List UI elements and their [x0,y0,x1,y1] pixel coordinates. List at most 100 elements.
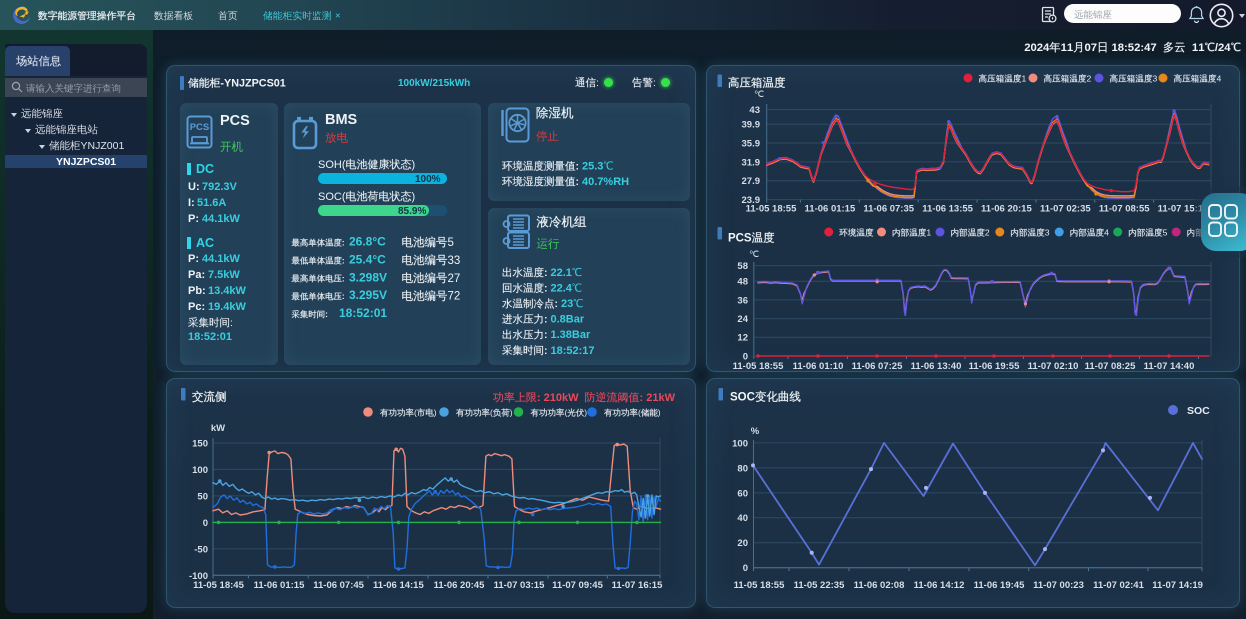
svg-text:22.4: 22.4 [551,283,573,295]
svg-text:11-06 01:15: 11-06 01:15 [254,580,305,591]
svg-text:40.7%RH: 40.7%RH [582,176,629,188]
svg-text:SOC(: SOC( [318,191,346,203]
svg-text:23: 23 [561,298,573,310]
svg-text:11-06 07:35: 11-06 07:35 [863,204,914,215]
svg-text:4: 4 [1104,228,1109,238]
svg-text:SOC: SOC [1187,405,1210,417]
svg-text:2: 2 [985,228,990,238]
svg-text:℃: ℃ [749,249,759,259]
svg-text:80: 80 [737,463,748,474]
svg-text:(: ( [638,408,641,418]
svg-text:48: 48 [737,277,748,288]
svg-text:5: 5 [448,237,454,249]
svg-text:27: 27 [448,273,461,285]
svg-text:2024: 2024 [1024,42,1050,54]
svg-text:0: 0 [743,351,748,362]
svg-text::: : [555,298,559,310]
svg-text:): ) [584,408,587,418]
svg-text::: : [653,77,656,89]
svg-text:35.9: 35.9 [742,138,761,149]
svg-text:11-06 13:40: 11-06 13:40 [911,361,962,372]
svg-text:25.4°C: 25.4°C [349,252,386,266]
svg-text:11-05 18:45: 11-05 18:45 [193,580,244,591]
svg-text:: 21kW: : 21kW [640,392,676,404]
svg-text:PCS: PCS [190,122,210,133]
svg-text:11-06 07:25: 11-06 07:25 [852,361,903,372]
svg-text:3.298V: 3.298V [349,270,387,284]
svg-text:11-06 01:15: 11-06 01:15 [805,204,856,215]
svg-text:22.1: 22.1 [551,267,572,279]
svg-text:SOH(: SOH( [318,159,346,171]
svg-text:43: 43 [749,105,760,116]
svg-text:11-05 18:55: 11-05 18:55 [746,204,797,215]
svg-text:4: 4 [1217,74,1222,84]
svg-text:11-05 22:35: 11-05 22:35 [794,580,845,591]
svg-text:1: 1 [926,228,931,238]
svg-text:11-07 14:19: 11-07 14:19 [1152,580,1203,591]
svg-text:11: 11 [1192,42,1205,54]
svg-text::: : [596,77,599,89]
svg-text:11-07 02:41: 11-07 02:41 [1093,580,1144,591]
svg-text:0: 0 [743,563,748,574]
svg-text:): ) [510,408,513,418]
svg-text::: : [544,345,548,357]
svg-text:11-06 02:08: 11-06 02:08 [854,580,905,591]
svg-text:): ) [434,408,437,418]
svg-text:: 210kW: : 210kW [537,392,579,404]
svg-text:3.295V: 3.295V [349,288,387,302]
svg-text:150: 150 [192,438,208,449]
svg-text:60: 60 [737,488,748,499]
svg-text:36: 36 [737,295,748,306]
svg-text::: : [544,314,548,326]
svg-text::: : [342,273,345,283]
svg-text:11-07 16:15: 11-07 16:15 [612,580,663,591]
svg-text:11: 11 [1061,42,1074,54]
svg-text:100: 100 [192,465,208,476]
svg-text:18:52:17: 18:52:17 [551,345,595,357]
svg-text:11-06 20:45: 11-06 20:45 [434,580,485,591]
svg-text:-50: -50 [194,544,208,555]
svg-text:5: 5 [1163,228,1168,238]
svg-text:%: % [751,426,760,437]
svg-text:50: 50 [197,491,208,502]
svg-text:11-06 14:12: 11-06 14:12 [914,580,965,591]
svg-text:0.8Bar: 0.8Bar [551,314,585,326]
svg-text:11-07 08:25: 11-07 08:25 [1085,361,1136,372]
svg-text:): ) [412,191,416,203]
svg-text:25.3: 25.3 [582,161,603,173]
svg-text:/24: /24 [1215,42,1231,54]
svg-text::: : [325,309,328,319]
svg-text:72: 72 [448,291,461,303]
svg-text:23.9: 23.9 [742,195,761,206]
svg-text:12: 12 [737,333,748,344]
svg-text::: : [544,283,548,295]
svg-text:11-06 01:10: 11-06 01:10 [793,361,844,372]
svg-text:11-07 02:10: 11-07 02:10 [1028,361,1079,372]
svg-text:40: 40 [737,513,748,524]
svg-text:3: 3 [1045,228,1050,238]
svg-text:11-07 03:15: 11-07 03:15 [494,580,545,591]
svg-text:1: 1 [1022,74,1027,84]
svg-text:YNJZ001: YNJZ001 [81,140,125,152]
svg-text:×: × [335,11,341,22]
svg-text:-YNJZPCS01: -YNJZPCS01 [220,78,285,90]
svg-text:11-05 18:55: 11-05 18:55 [734,580,785,591]
svg-text:39.9: 39.9 [742,120,761,131]
svg-text:11-07 08:55: 11-07 08:55 [1099,204,1150,215]
svg-text:20: 20 [737,538,748,549]
svg-text::: : [342,238,345,248]
svg-text:11-06 19:45: 11-06 19:45 [974,580,1025,591]
svg-text:27.9: 27.9 [742,176,761,187]
svg-text:1.38Bar: 1.38Bar [551,329,591,341]
svg-text:11-06 14:15: 11-06 14:15 [373,580,424,591]
svg-text::: : [230,317,233,329]
svg-text:100: 100 [732,438,748,449]
svg-text::: : [342,255,345,265]
svg-text:): ) [412,159,416,171]
svg-text:18:52:01: 18:52:01 [339,306,387,320]
svg-text::: : [342,291,345,301]
svg-text:0: 0 [203,518,208,529]
svg-text:11-06 07:45: 11-06 07:45 [313,580,364,591]
svg-text:(: ( [490,408,493,418]
svg-text:11-06 19:55: 11-06 19:55 [969,361,1020,372]
